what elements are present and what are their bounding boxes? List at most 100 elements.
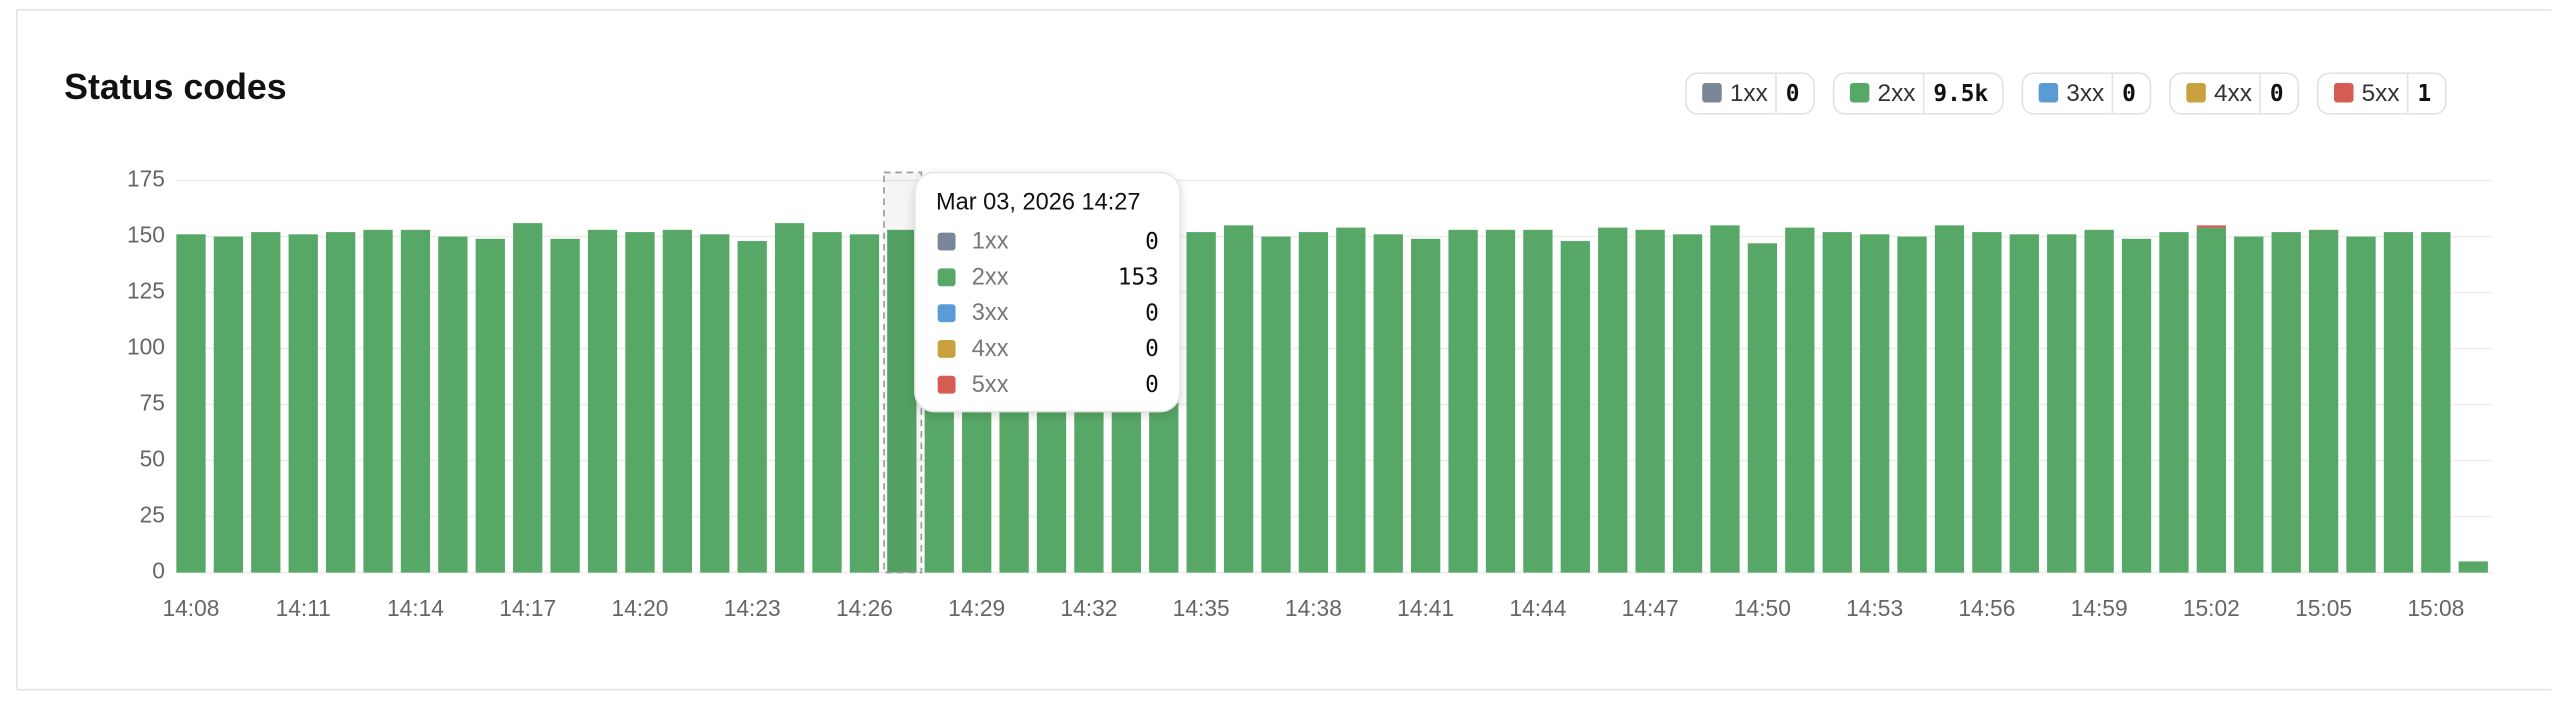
tooltip-value: 0 — [1145, 300, 1159, 326]
legend-swatch — [2038, 82, 2059, 103]
bar-segment — [812, 232, 842, 573]
bar-segment — [1336, 227, 1366, 573]
tooltip-swatch — [937, 339, 956, 358]
legend-item[interactable]: 1xx 0 — [1685, 72, 1815, 115]
bar-segment — [2121, 238, 2152, 573]
bar-segment — [2271, 232, 2301, 573]
bar-segment — [1411, 238, 1441, 573]
x-tick-label: 14:26 — [836, 595, 893, 621]
legend-item[interactable]: 3xx 0 — [2021, 72, 2152, 115]
bar-segment — [2047, 234, 2077, 573]
bar-segment — [1523, 229, 1553, 573]
x-tick-label: 15:05 — [2295, 595, 2352, 621]
bar-segment — [325, 232, 356, 573]
bar-segment — [550, 238, 580, 573]
bar-segment — [2196, 227, 2227, 573]
legend-item[interactable]: 4xx 0 — [2169, 72, 2299, 115]
bar-segment — [1710, 225, 1740, 573]
legend-label: 4xx — [2214, 80, 2252, 107]
x-tick-label: 14:20 — [611, 595, 668, 621]
bar-segment — [2196, 225, 2227, 228]
tooltip-label: 5xx — [972, 371, 1009, 397]
legend-pill — [1832, 72, 2004, 115]
bar-segment — [887, 229, 917, 573]
y-tick-label: 100 — [127, 334, 165, 360]
bar-segment — [1373, 234, 1403, 573]
bar-segment — [2383, 232, 2414, 573]
x-tick-label: 14:53 — [1846, 595, 1903, 621]
tooltip-label: 4xx — [972, 335, 1009, 361]
x-tick-label: 14:56 — [1958, 595, 2015, 621]
x-tick-label: 14:29 — [948, 595, 1005, 621]
legend-total: 0 — [2270, 81, 2284, 107]
legend-total: 0 — [2122, 81, 2136, 107]
y-tick-label: 125 — [127, 278, 165, 304]
tooltip-swatch — [937, 268, 956, 287]
bar-segment — [1186, 232, 1216, 573]
y-tick-label: 175 — [127, 166, 165, 192]
x-tick-label: 15:02 — [2183, 595, 2240, 621]
legend-label: 5xx — [2362, 80, 2400, 107]
bar-segment — [1560, 241, 1590, 573]
bar-segment — [213, 236, 244, 573]
bar-segment — [363, 229, 393, 573]
tooltip-swatch — [937, 232, 956, 251]
tooltip-box — [914, 171, 1181, 413]
bar-segment — [737, 241, 767, 573]
bar-segment — [2234, 236, 2264, 573]
legend-swatch — [2333, 82, 2354, 103]
x-tick-label: 14:38 — [1285, 595, 1342, 621]
x-tick-label: 14:23 — [724, 595, 781, 621]
legend-swatch — [1849, 82, 1870, 103]
bar-segment — [1897, 236, 1927, 573]
bar-segment — [251, 232, 281, 573]
bar-segment — [662, 229, 693, 573]
x-tick-label: 14:44 — [1509, 595, 1566, 621]
bar-segment — [438, 236, 468, 573]
legend-label: 3xx — [2066, 80, 2104, 107]
bar-segment — [1223, 225, 1254, 573]
bar-segment — [1747, 243, 1778, 573]
bar-segment — [1934, 225, 1965, 573]
bar-segment — [176, 234, 206, 573]
x-tick-label: 14:47 — [1622, 595, 1679, 621]
bar-segment — [1785, 227, 1815, 573]
legend-swatch — [1702, 82, 1722, 103]
bar-segment — [849, 234, 880, 573]
tooltip-value: 0 — [1145, 336, 1159, 362]
bar-segment — [1485, 229, 1516, 573]
legend-item[interactable]: 5xx 1 — [2316, 72, 2447, 115]
bar-segment — [2159, 232, 2189, 573]
bar-segment — [288, 234, 318, 573]
legend-total: 1 — [2417, 81, 2431, 107]
x-tick-label: 14:41 — [1397, 595, 1454, 621]
x-tick-label: 14:59 — [2071, 595, 2128, 621]
x-tick-label: 14:11 — [276, 595, 331, 621]
legend-total: 9.5k — [1933, 81, 1988, 107]
bar-segment — [625, 232, 655, 573]
bar-segment — [700, 234, 730, 573]
bar-segment — [2346, 236, 2376, 573]
y-tick-label: 150 — [127, 222, 165, 248]
tooltip-value: 0 — [1145, 372, 1159, 398]
bar-segment — [1859, 234, 1890, 573]
tooltip-label: 2xx — [972, 263, 1009, 289]
bar-segment — [475, 238, 505, 573]
y-tick-label: 25 — [140, 502, 165, 528]
y-tick-label: 75 — [140, 390, 165, 416]
tooltip-label: 3xx — [972, 299, 1009, 325]
legend-item[interactable]: 2xx 9.5k — [1832, 72, 2004, 115]
bar-segment — [1672, 234, 1703, 573]
tooltip-title: Mar 03, 2026 14:27 — [936, 189, 1140, 215]
bar-segment — [513, 223, 543, 573]
x-tick-label: 14:50 — [1734, 595, 1791, 621]
x-tick-label: 14:32 — [1060, 595, 1117, 621]
bar-segment — [2009, 234, 2039, 573]
tooltip-value: 153 — [1118, 265, 1159, 291]
bar-segment — [2458, 561, 2488, 573]
bar-segment — [1261, 236, 1291, 573]
bar-segment — [1448, 229, 1478, 573]
bar-segment — [2421, 232, 2451, 573]
legend-total: 0 — [1786, 81, 1800, 107]
